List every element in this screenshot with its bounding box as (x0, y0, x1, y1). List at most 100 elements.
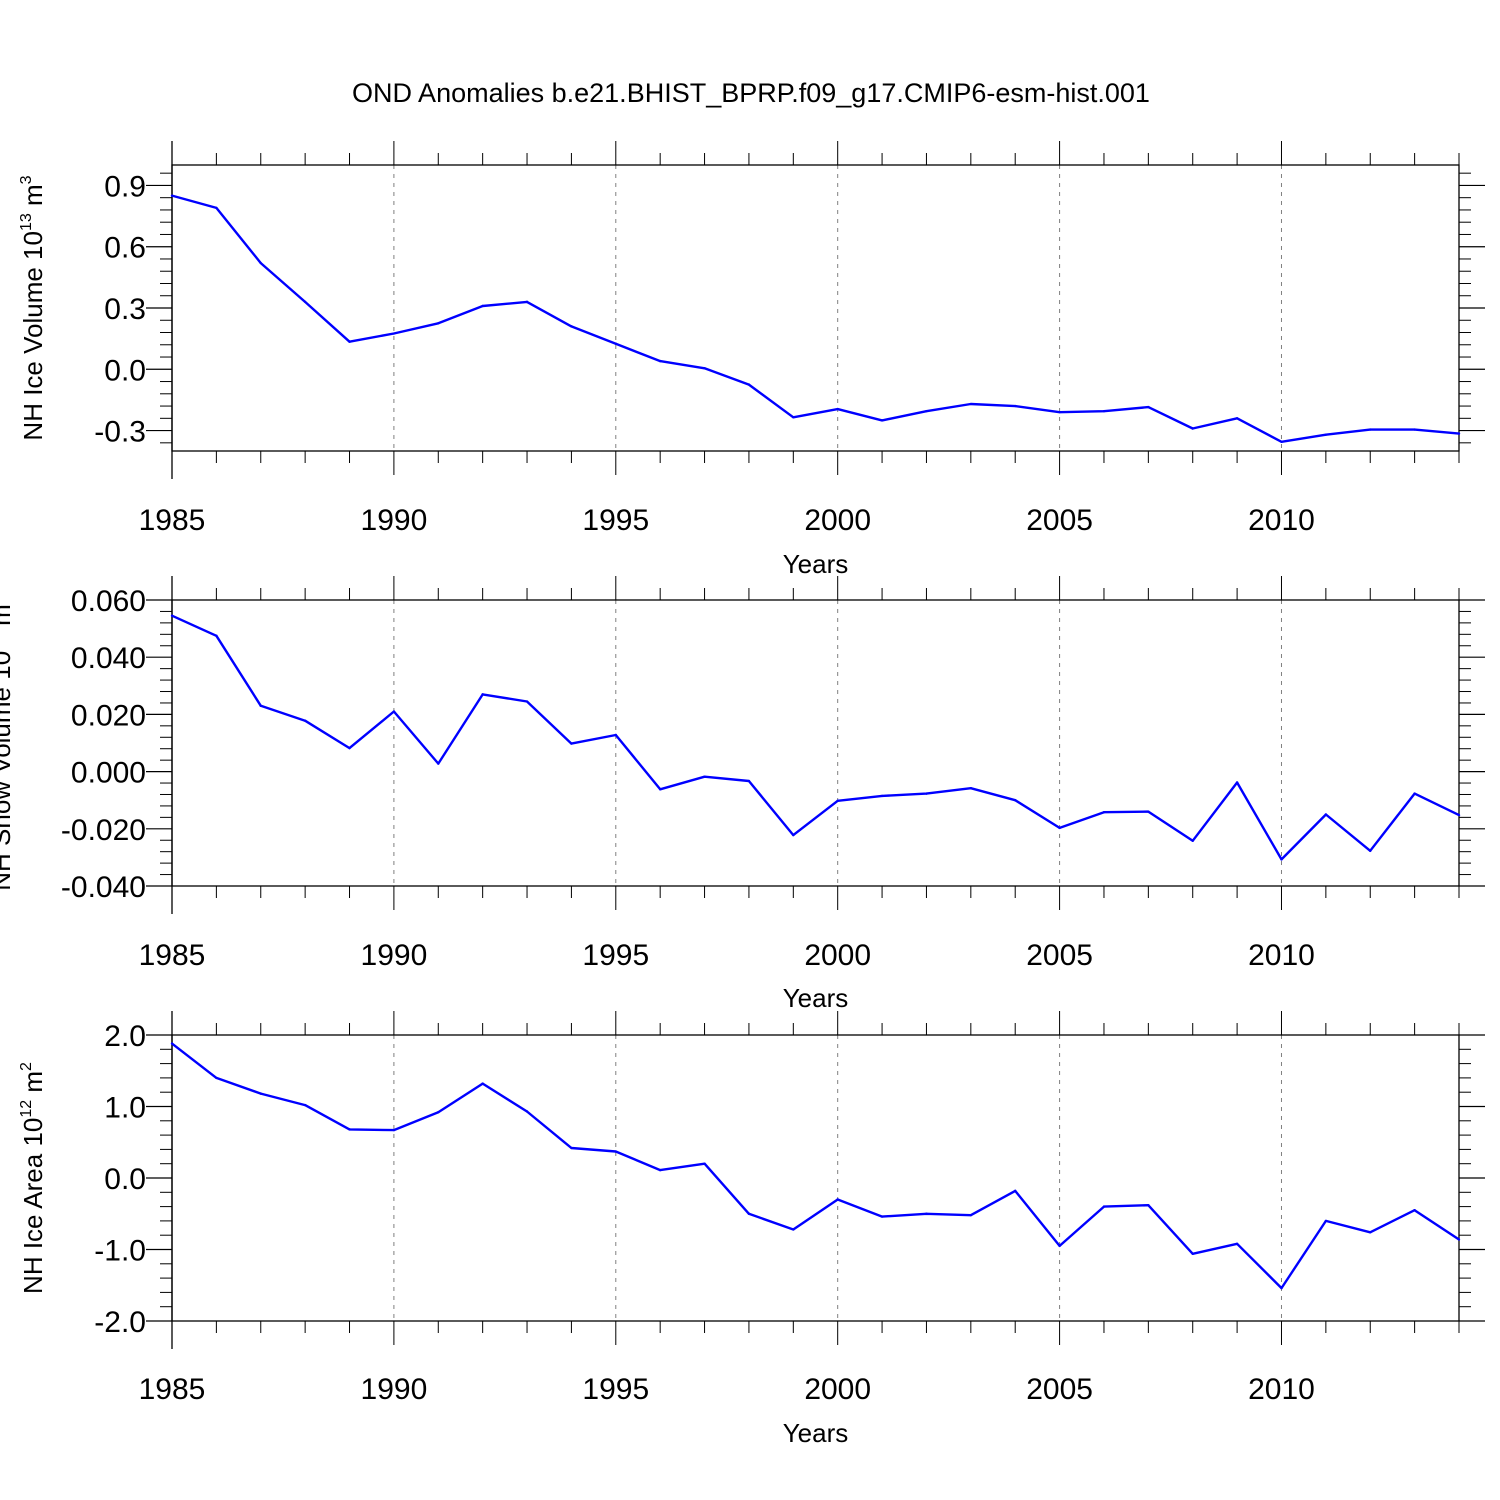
data-point (925, 792, 928, 795)
y-axis-label: NH Snow Volume 1013 m3 (0, 595, 16, 891)
data-point (836, 1198, 839, 1201)
data-point (880, 794, 884, 798)
data-point (614, 733, 617, 737)
data-point (703, 367, 706, 370)
data-point (1014, 404, 1017, 408)
data-point (1147, 1203, 1150, 1207)
data-point (969, 786, 973, 790)
data-point (1413, 792, 1416, 795)
data-point (1457, 432, 1461, 435)
data-point (259, 704, 262, 708)
data-point (969, 402, 973, 406)
data-point (1235, 781, 1239, 784)
x-axis-label: Years (783, 1418, 849, 1448)
data-point (1014, 799, 1017, 802)
data-point (1102, 811, 1106, 814)
data-point (792, 1228, 795, 1231)
y-axis-label-part: 3 (0, 595, 3, 604)
data-point (348, 340, 351, 343)
data-point (303, 1103, 307, 1107)
data-point (170, 1042, 174, 1045)
y-tick-label: 0.6 (104, 232, 146, 265)
data-point (836, 799, 839, 802)
y-tick-label: 1.0 (104, 1092, 146, 1125)
plot-frame (171, 1034, 1460, 1322)
data-point (1369, 849, 1372, 853)
y-tick-label: 0.0 (104, 354, 146, 387)
chart-panel-2: -0.040 -0.020 0.000 0.020 0.040 0.060 1985 1990… (0, 576, 1485, 1013)
data-point (703, 1162, 706, 1165)
series-line (171, 194, 1460, 443)
data-point (836, 407, 839, 411)
y-tick-label: 0.0 (104, 1163, 146, 1196)
data-point (1147, 810, 1150, 813)
data-point (1324, 433, 1328, 436)
y-axis-label-part: 13 (0, 633, 3, 651)
data-point (437, 762, 440, 765)
x-tick-label: 1990 (361, 1373, 428, 1406)
data-point (348, 1128, 351, 1131)
chart-panels: -0.3 0.0 0.3 0.6 0.9 1985 1990 1995 2000 2005 2010… (0, 141, 1485, 1448)
data-point (215, 1076, 218, 1080)
x-tick-label: 1985 (139, 504, 206, 537)
data-point (703, 775, 706, 778)
data-point (1102, 409, 1106, 413)
data-point (747, 383, 751, 386)
data-point (570, 1146, 573, 1150)
data-point (747, 1212, 751, 1215)
data-point (1369, 1231, 1372, 1234)
y-tick-label: 0.020 (71, 699, 146, 732)
y-tick-label: -0.020 (61, 814, 146, 847)
y-axis-label-part: m (18, 1071, 48, 1100)
data-point (969, 1213, 973, 1217)
data-point (658, 788, 662, 791)
data-point (437, 1111, 440, 1114)
data-point (348, 746, 351, 750)
y-tick-label: 0.040 (71, 642, 146, 675)
series-line (171, 614, 1460, 861)
data-point (614, 342, 617, 345)
y-tick-label: -2.0 (94, 1306, 146, 1339)
figure-title: OND Anomalies b.e21.BHIST_BPRP.f09_g17.C… (352, 78, 1150, 108)
plot-frame (171, 599, 1460, 887)
x-tick-label: 1985 (139, 939, 206, 972)
data-point (215, 206, 218, 210)
chart-panel-3: -2.0 -1.0 0.0 1.0 2.0 1985 1990 1995 2000 2005 201… (18, 1011, 1485, 1448)
data-point (437, 322, 440, 325)
data-point (1280, 858, 1283, 861)
data-point (525, 700, 529, 703)
data-point (1102, 1205, 1106, 1208)
x-tick-label: 2010 (1248, 1373, 1315, 1406)
data-point (1147, 405, 1150, 409)
y-axis-label-part: 13 (18, 213, 35, 231)
y-tick-label: 0.3 (104, 293, 146, 326)
y-axis-label-part: m (18, 184, 48, 213)
data-point (1235, 417, 1239, 420)
x-tick-label: 1985 (139, 1373, 206, 1406)
x-axis-label: Years (783, 983, 849, 1013)
data-point (259, 261, 262, 265)
data-point (1280, 440, 1283, 444)
data-point (525, 1110, 529, 1113)
data-point (215, 634, 218, 637)
series-line (171, 1042, 1460, 1290)
x-axis-label: Years (783, 549, 849, 579)
x-tick-label: 1995 (582, 1373, 649, 1406)
y-axis-label-part: 2 (18, 1062, 35, 1071)
y-axis-label: NH Ice Area 1012 m2 (18, 1062, 48, 1294)
data-point (880, 1215, 884, 1218)
data-point (792, 833, 795, 837)
x-tick-label: 1990 (361, 939, 428, 972)
x-tick-label: 2000 (804, 1373, 871, 1406)
y-axis-label-part: 3 (18, 175, 35, 184)
data-point (481, 1082, 484, 1085)
y-axis-label-part: NH Ice Volume 10 (18, 231, 48, 441)
x-tick-label: 2010 (1248, 504, 1315, 537)
data-point (170, 194, 174, 197)
y-axis-label-part: NH Ice Area 10 (18, 1118, 48, 1294)
y-tick-label: -0.040 (61, 871, 146, 904)
y-tick-label: 0.9 (104, 170, 146, 203)
data-point (1280, 1286, 1283, 1290)
data-point (392, 1128, 396, 1132)
data-point (1235, 1242, 1239, 1245)
